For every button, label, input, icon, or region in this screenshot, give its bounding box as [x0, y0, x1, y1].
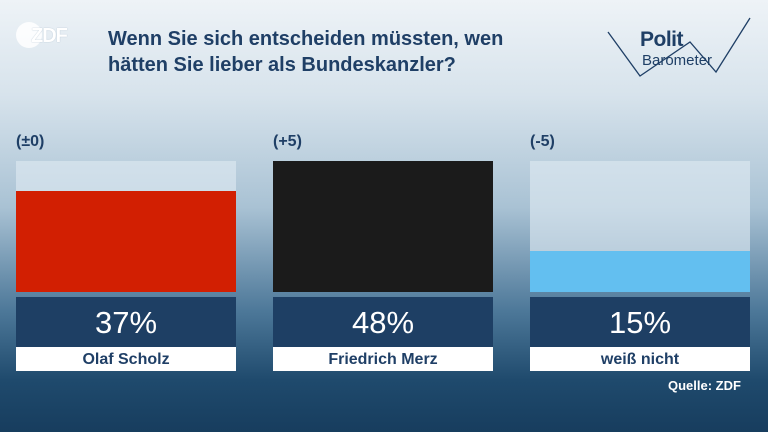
- bar-track: [530, 161, 750, 292]
- bar-track: [16, 161, 236, 292]
- change-label: (-5): [530, 133, 555, 150]
- brand-word-polit: Polit: [640, 28, 684, 51]
- value-label: 37%: [16, 297, 236, 347]
- bar-olaf-scholz: [16, 191, 236, 292]
- bar-friedrich-merz: [273, 161, 493, 292]
- source-note: Quelle: ZDF: [668, 378, 741, 393]
- bar-track: [273, 161, 493, 292]
- chart-title-line1: Wenn Sie sich entscheiden müssten, wen: [108, 28, 504, 50]
- zdf-logo-text: ZDF: [31, 25, 68, 47]
- zdf-logo-circle-icon: [16, 22, 42, 48]
- politbarometer-zigzag-icon: [607, 17, 751, 77]
- category-label: Friedrich Merz: [273, 347, 493, 371]
- brand-word-barometer: Barometer: [642, 52, 713, 69]
- value-label: 48%: [273, 297, 493, 347]
- zdf-logo: ZDF: [16, 22, 70, 50]
- change-label: (+5): [273, 133, 302, 150]
- category-label: Olaf Scholz: [16, 347, 236, 371]
- category-label: weiß nicht: [530, 347, 750, 371]
- value-label: 15%: [530, 297, 750, 347]
- chart-title-line2: hätten Sie lieber als Bundeskanzler?: [108, 54, 456, 76]
- chart-title: Wenn Sie sich entscheiden müssten, wen h…: [108, 26, 578, 78]
- bar-weiss-nicht: [530, 251, 750, 292]
- change-label: (±0): [16, 133, 45, 150]
- politbarometer-logo: Polit Barometer: [604, 14, 754, 84]
